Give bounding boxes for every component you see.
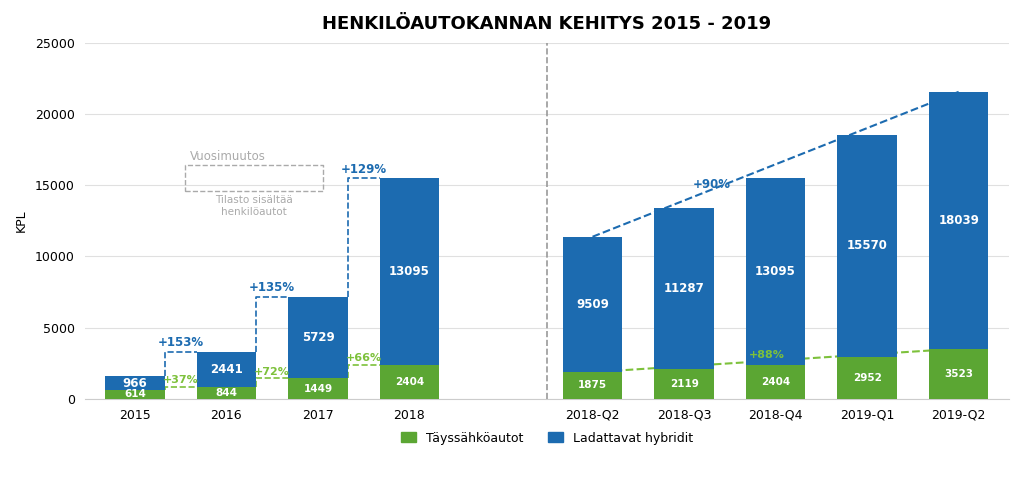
Text: 5729: 5729 [302,331,334,344]
Bar [745,365,805,399]
Text: 2952: 2952 [853,373,882,383]
Text: +90%: +90% [692,178,730,191]
Text: Tilasto sisältää
henkilöautot: Tilasto sisältää henkilöautot [215,195,293,217]
Text: +37%: +37% [163,375,199,385]
Bar [288,296,348,378]
Text: 1449: 1449 [303,384,333,394]
Bar [105,376,165,390]
Text: 11287: 11287 [664,282,705,295]
Bar [197,352,256,387]
Y-axis label: KPL: KPL [15,210,28,232]
Bar [105,390,165,399]
Text: 13095: 13095 [389,265,430,278]
Text: 2119: 2119 [670,379,698,389]
Text: 13095: 13095 [755,265,796,278]
Text: Vuosimuutos: Vuosimuutos [189,150,265,163]
Bar [929,92,988,349]
Bar [380,365,439,399]
Text: 2441: 2441 [210,363,243,376]
Text: +153%: +153% [158,336,204,349]
Bar [838,357,897,399]
Bar [288,378,348,399]
Text: 2404: 2404 [395,377,424,387]
Bar [380,178,439,365]
Text: 9509: 9509 [577,298,609,311]
Text: 3523: 3523 [944,369,973,379]
Text: +66%: +66% [346,353,382,363]
Text: +129%: +129% [341,163,387,176]
Bar [197,387,256,399]
Bar [654,369,714,399]
Text: 18039: 18039 [938,214,979,227]
Bar [929,349,988,399]
Text: 844: 844 [215,388,238,398]
Text: +135%: +135% [249,281,295,294]
Bar [563,372,623,399]
Bar [745,178,805,365]
Bar [563,237,623,372]
Text: +72%: +72% [254,367,290,377]
Bar [654,208,714,369]
Text: 614: 614 [124,389,145,400]
Text: 966: 966 [123,377,147,390]
Text: 1875: 1875 [578,380,607,391]
Text: 2404: 2404 [761,377,791,387]
Title: HENKILÖAUTOKANNAN KEHITYS 2015 - 2019: HENKILÖAUTOKANNAN KEHITYS 2015 - 2019 [323,15,771,33]
Legend: Täyssähköautot, Ladattavat hybridit: Täyssähköautot, Ladattavat hybridit [395,427,698,450]
Text: 15570: 15570 [847,240,888,252]
Bar [838,135,897,357]
Text: +88%: +88% [749,350,784,360]
